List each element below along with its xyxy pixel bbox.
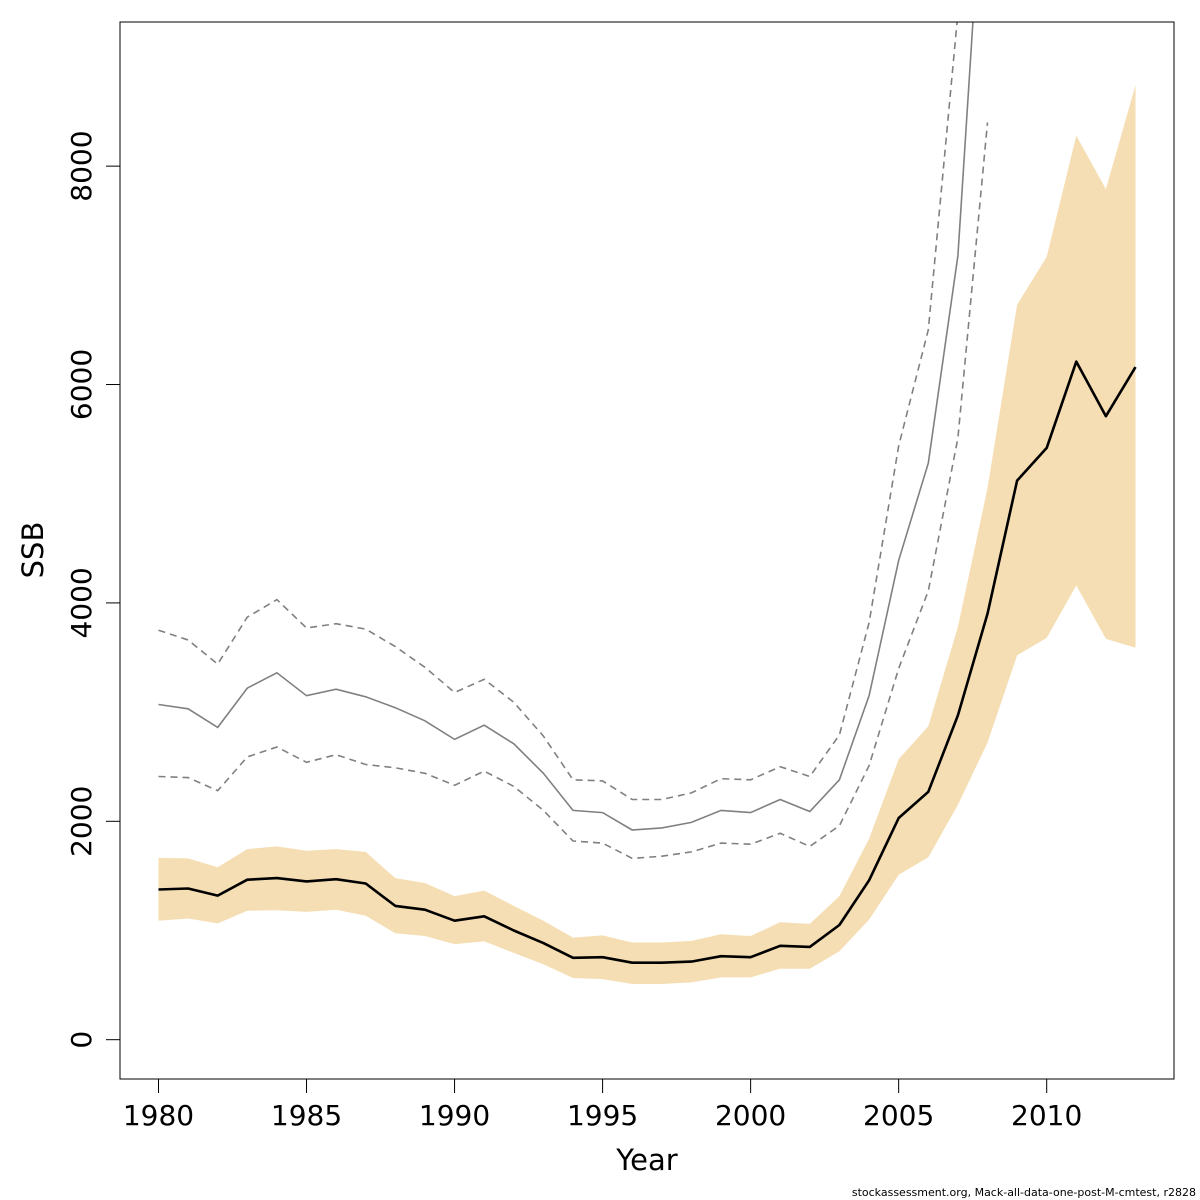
comparison-ci-upper-line <box>158 22 958 801</box>
ssb-estimate-line <box>158 360 1137 964</box>
x-tick-label: 2005 <box>863 1099 934 1132</box>
y-axis: 0 2000 4000 6000 8000 <box>65 130 121 1049</box>
y-tick-label: 6000 <box>65 349 98 420</box>
x-axis-title: Year <box>615 1143 677 1177</box>
comparison-ci-lower-line <box>158 122 989 860</box>
y-axis-title: SSB <box>16 522 50 579</box>
x-axis: 1980 1985 1990 1995 2000 2005 2010 <box>123 1078 1082 1132</box>
footer-credit: stockassessment.org, Mack-all-data-one-p… <box>852 1186 1196 1199</box>
ssb-confidence-band <box>158 85 1136 985</box>
x-tick-label: 1985 <box>271 1099 342 1132</box>
y-tick-label: 4000 <box>65 567 98 638</box>
x-tick-label: 1990 <box>419 1099 490 1132</box>
y-tick-label: 0 <box>65 1031 98 1049</box>
x-tick-label: 2000 <box>715 1099 786 1132</box>
x-tick-label: 1995 <box>567 1099 638 1132</box>
y-tick-label: 2000 <box>65 786 98 857</box>
comparison-ssb-line <box>158 22 974 831</box>
x-tick-label: 2010 <box>1011 1099 1082 1132</box>
plot-content <box>158 22 1137 985</box>
y-tick-label: 8000 <box>65 130 98 201</box>
x-tick-label: 1980 <box>123 1099 194 1132</box>
